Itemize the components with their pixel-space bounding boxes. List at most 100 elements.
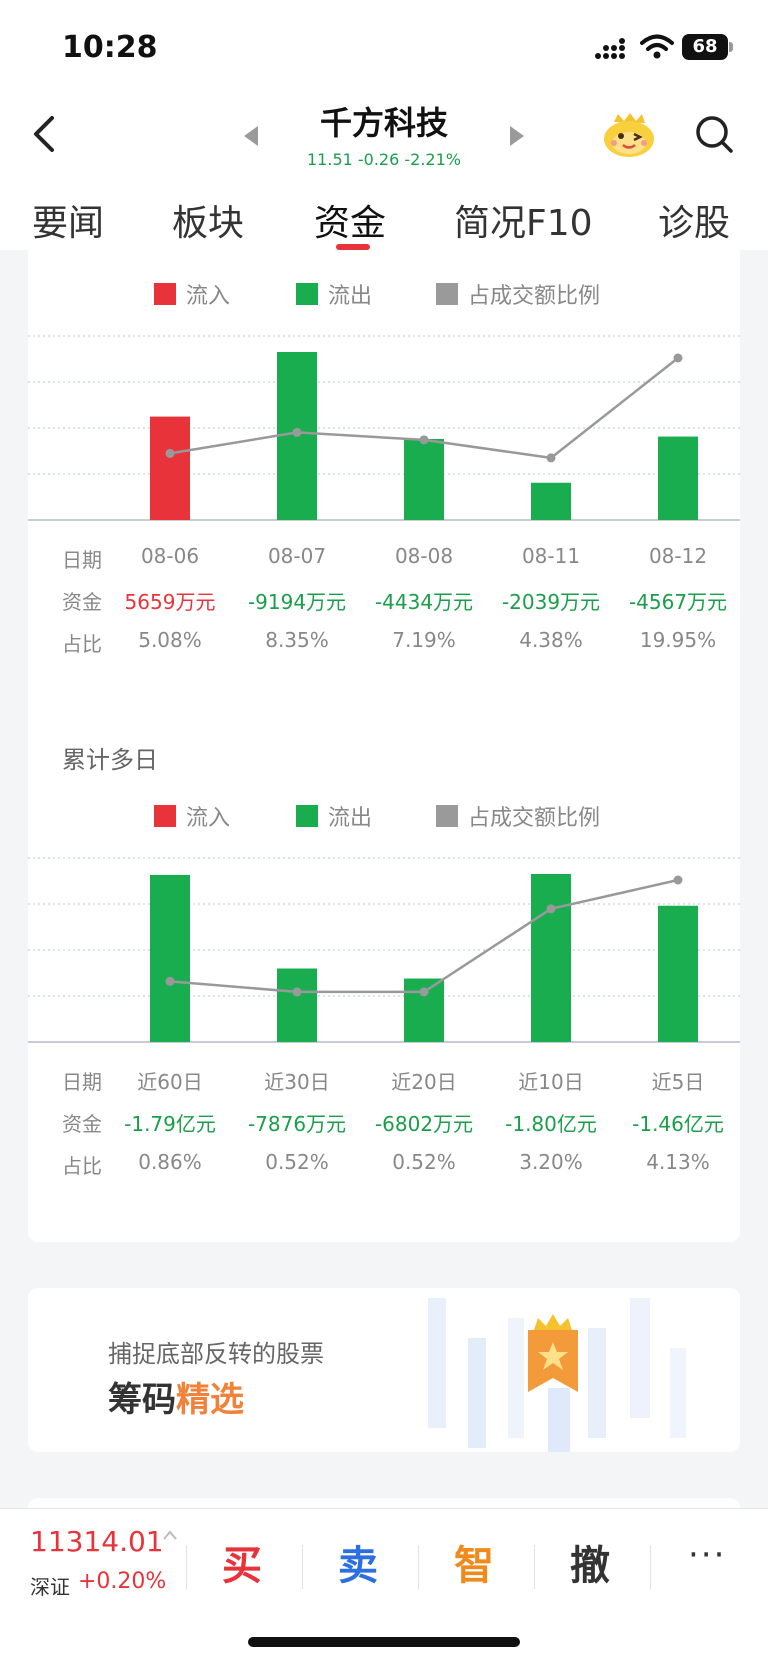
- cumulative-ratio: 0.52%: [265, 1150, 329, 1174]
- prev-stock-icon[interactable]: [244, 126, 258, 146]
- stock-quote: 11.51 -0.26 -2.21%: [307, 150, 461, 169]
- index-value[interactable]: 11314.01: [30, 1525, 164, 1558]
- legend-outflow: 流出: [296, 800, 372, 832]
- ratio-point: [546, 904, 556, 914]
- cumulative-period: 近30日: [264, 1070, 330, 1094]
- fund-bar: [531, 874, 571, 1042]
- chart-legend-daily: 流入 流出 占成交额比例: [28, 278, 740, 310]
- tab-profile-f10[interactable]: 简况F10: [454, 203, 593, 244]
- daily-fund-row: 资金 5659万元 -9194万元 -4434万元 -2039万元 -4567万…: [28, 586, 740, 616]
- cumulative-period: 近10日: [518, 1070, 584, 1094]
- fund-bar: [150, 416, 190, 520]
- daily-date: 08-07: [267, 544, 327, 568]
- next-stock-icon[interactable]: [510, 126, 524, 146]
- sell-button[interactable]: 卖: [338, 1543, 378, 1589]
- legend-inflow: 流入: [154, 800, 230, 832]
- fund-bar: [150, 874, 190, 1042]
- divider: [534, 1545, 535, 1589]
- promo-decoration: [428, 1298, 686, 1452]
- fund-bar: [658, 905, 698, 1042]
- cumulative-fund: -1.79亿元: [124, 1112, 216, 1136]
- battery-icon: 68: [682, 34, 728, 60]
- daily-fund: -4434万元: [374, 590, 474, 614]
- cumulative-ratio: 4.13%: [646, 1150, 710, 1174]
- cumulative-title: 累计多日: [62, 746, 158, 774]
- tab-sector[interactable]: 板块: [172, 203, 245, 244]
- legend-ratio: 占成交额比例: [436, 278, 600, 310]
- daily-fund: -2039万元: [501, 590, 601, 614]
- trade-bottom-bar: 11314.01 深证 +0.20% 买 卖 智 撤 ···: [0, 1508, 768, 1663]
- cellular-signal-icon: [595, 38, 625, 59]
- cumulative-fund-row: 资金 -1.79亿元 -7876万元 -6802万元 -1.80亿元 -1.46…: [28, 1108, 740, 1138]
- ratio-point: [419, 435, 429, 445]
- fund-bar: [531, 482, 571, 520]
- cumulative-fund-chart: [28, 852, 740, 1052]
- index-name: 深证: [30, 1575, 70, 1599]
- row-label-fund: 资金: [62, 590, 102, 614]
- ratio-point: [292, 987, 302, 997]
- chevron-up-icon[interactable]: [162, 1529, 178, 1541]
- fund-bar: [404, 438, 444, 520]
- buy-button[interactable]: 买: [222, 1543, 262, 1589]
- star-icon: [538, 1342, 568, 1370]
- ratio-point: [292, 427, 302, 437]
- ratio-point: [165, 976, 175, 986]
- divider: [186, 1545, 187, 1589]
- promo-title: 筹码精选: [108, 1380, 244, 1420]
- ratio-point: [546, 453, 556, 463]
- daily-ratio: 5.08%: [138, 628, 202, 652]
- daily-table: 日期 08-06 08-07 08-08 08-11 08-12 资金 5659…: [28, 544, 740, 664]
- daily-date: 08-12: [648, 544, 708, 568]
- cancel-order-button[interactable]: 撤: [570, 1543, 610, 1589]
- daily-date-row: 日期 08-06 08-07 08-08 08-11 08-12: [28, 544, 740, 574]
- index-change: +0.20%: [78, 1569, 167, 1594]
- cumulative-period: 近60日: [137, 1070, 203, 1094]
- promo-subtitle: 捕捉底部反转的股票: [108, 1340, 324, 1368]
- daily-ratio: 19.95%: [639, 628, 717, 652]
- status-bar: 10:28 68: [0, 0, 768, 90]
- active-tab-indicator: [336, 244, 370, 250]
- daily-ratio: 7.19%: [392, 628, 456, 652]
- stock-header: 千方科技 11.51 -0.26 -2.21%: [0, 90, 768, 180]
- legend-outflow: 流出: [296, 278, 372, 310]
- chip-selection-promo[interactable]: 捕捉底部反转的股票 筹码精选: [28, 1288, 740, 1452]
- daily-fund: 5659万元: [124, 590, 216, 614]
- legend-ratio: 占成交额比例: [436, 800, 600, 832]
- cumulative-fund: -7876万元: [247, 1112, 347, 1136]
- tab-news[interactable]: 要闻: [32, 203, 105, 244]
- row-label-ratio: 占比: [62, 1154, 102, 1178]
- cumulative-ratio: 0.52%: [392, 1150, 456, 1174]
- daily-date: 08-11: [521, 544, 581, 568]
- fund-bar: [658, 436, 698, 520]
- legend-ratio-swatch: [436, 283, 458, 305]
- mascot-icon[interactable]: [602, 112, 656, 158]
- wifi-icon: [640, 34, 674, 59]
- more-button[interactable]: ···: [688, 1535, 727, 1575]
- daily-ratio: 8.35%: [265, 628, 329, 652]
- ratio-point: [673, 875, 683, 885]
- daily-ratio: 4.38%: [519, 628, 583, 652]
- home-indicator: [248, 1637, 520, 1647]
- legend-ratio-swatch: [436, 805, 458, 827]
- back-arrow-icon[interactable]: [28, 114, 64, 154]
- tab-bar: 要闻 板块 资金 简况F10 诊股: [0, 180, 768, 250]
- daily-date: 08-06: [140, 544, 200, 568]
- daily-fund-chart: [28, 330, 740, 530]
- tab-funds[interactable]: 资金: [314, 203, 387, 244]
- smart-button[interactable]: 智: [454, 1543, 494, 1589]
- divider: [650, 1545, 651, 1589]
- cumulative-fund: -1.80亿元: [505, 1112, 597, 1136]
- cumulative-period-row: 日期 近60日 近30日 近20日 近10日 近5日: [28, 1066, 740, 1096]
- daily-date: 08-08: [394, 544, 454, 568]
- cumulative-table: 日期 近60日 近30日 近20日 近10日 近5日 资金 -1.79亿元 -7…: [28, 1066, 740, 1186]
- search-icon[interactable]: [694, 114, 734, 154]
- divider: [302, 1545, 303, 1589]
- ratio-point: [165, 448, 175, 458]
- fund-bar: [277, 968, 317, 1042]
- legend-inflow-swatch: [154, 283, 176, 305]
- ratio-point: [673, 353, 683, 363]
- legend-outflow-swatch: [296, 283, 318, 305]
- row-label-date: 日期: [62, 548, 102, 572]
- tab-diagnosis[interactable]: 诊股: [658, 203, 731, 244]
- chart-legend-cumulative: 流入 流出 占成交额比例: [28, 800, 740, 832]
